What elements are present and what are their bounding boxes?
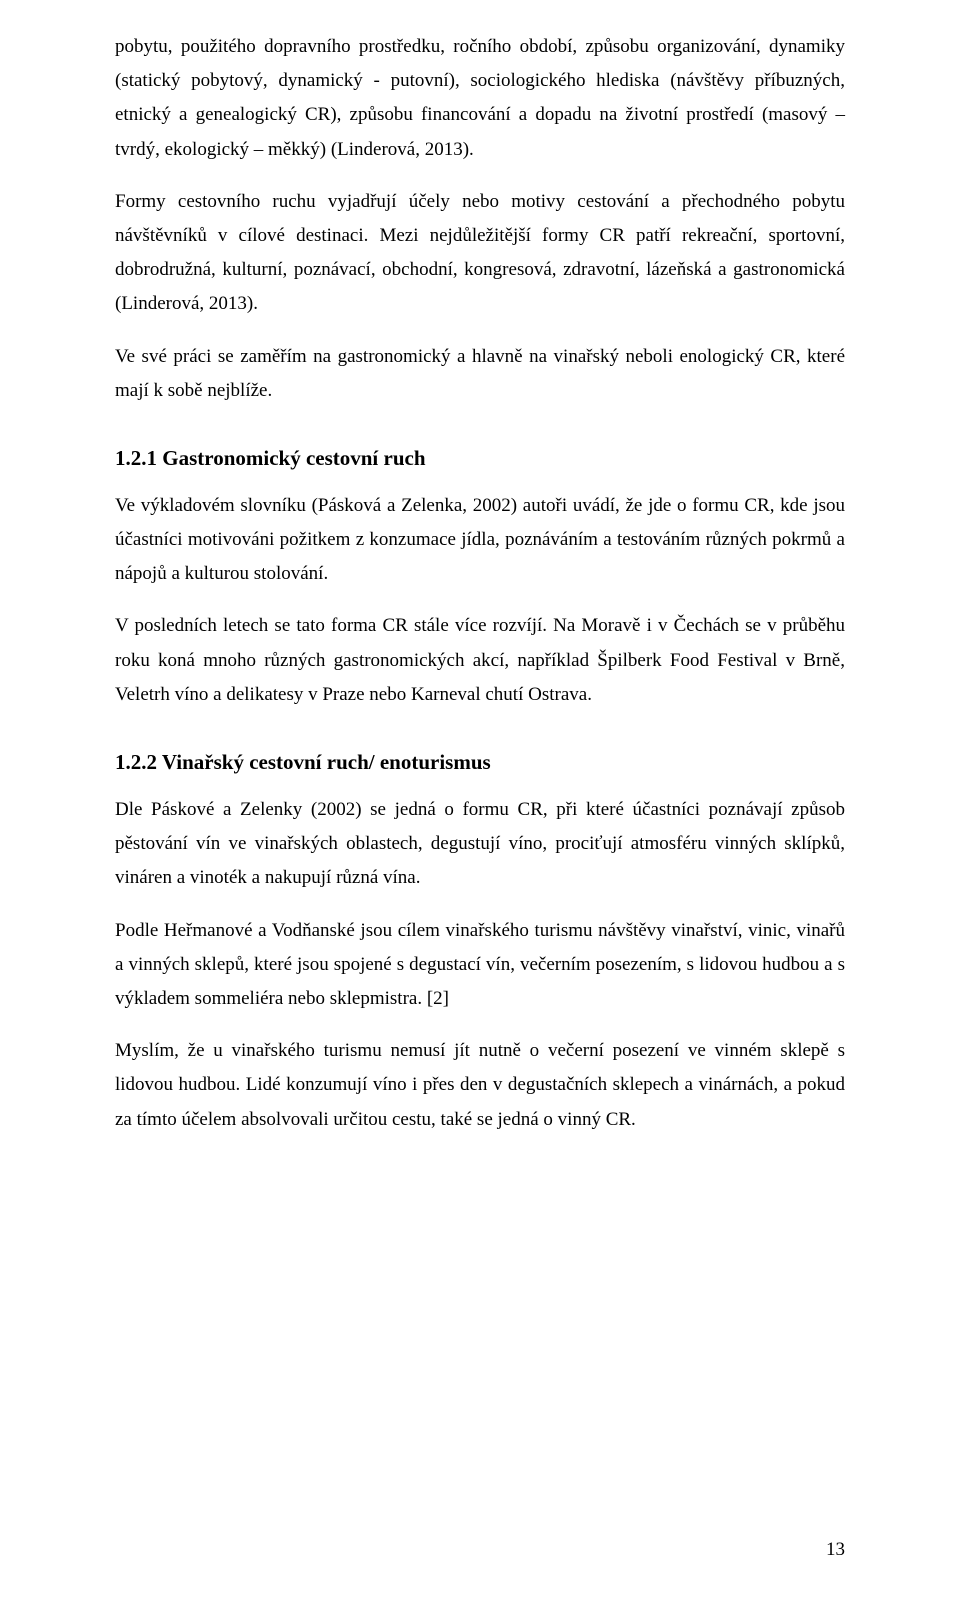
body-paragraph: Podle Heřmanové a Vodňanské jsou cílem v… (115, 914, 845, 1017)
body-paragraph: Dle Páskové a Zelenky (2002) se jedná o … (115, 793, 845, 896)
page-number: 13 (826, 1539, 845, 1561)
document-page: pobytu, použitého dopravního prostředku,… (0, 0, 960, 1601)
body-paragraph: Ve své práci se zaměřím na gastronomický… (115, 340, 845, 408)
section-heading-1-2-2: 1.2.2 Vinařský cestovní ruch/ enoturismu… (115, 750, 845, 775)
body-paragraph: Ve výkladovém slovníku (Pásková a Zelenk… (115, 489, 845, 592)
body-paragraph: Myslím, že u vinařského turismu nemusí j… (115, 1034, 845, 1137)
body-paragraph: V posledních letech se tato forma CR stá… (115, 609, 845, 712)
body-paragraph: pobytu, použitého dopravního prostředku,… (115, 30, 845, 167)
body-paragraph: Formy cestovního ruchu vyjadřují účely n… (115, 185, 845, 322)
section-heading-1-2-1: 1.2.1 Gastronomický cestovní ruch (115, 446, 845, 471)
